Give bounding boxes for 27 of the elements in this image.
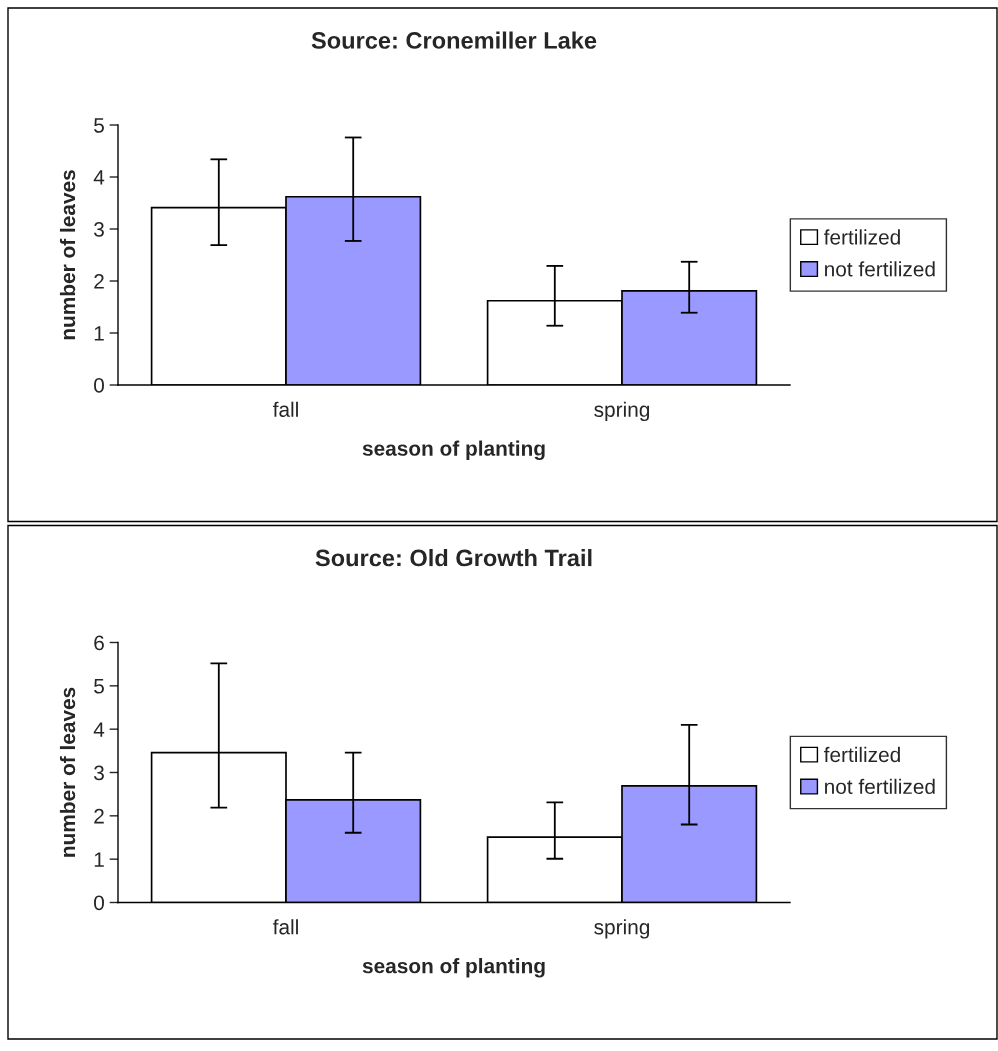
y-tick-label: 2 bbox=[94, 808, 104, 824]
y-tick-label: 1 bbox=[94, 852, 104, 867]
y-tick-label: 6 bbox=[94, 635, 104, 651]
y-tick-label: 5 bbox=[94, 118, 104, 133]
x-tick-label: spring bbox=[594, 919, 650, 939]
y-tick-label: 3 bbox=[94, 222, 104, 237]
y-axis-title: number of leaves bbox=[59, 687, 76, 857]
y-tick-label: 4 bbox=[93, 170, 105, 185]
legend-label: not fertilized bbox=[825, 261, 935, 277]
y-tick-label: 4 bbox=[93, 722, 105, 737]
x-axis-title: season of planting bbox=[362, 958, 545, 978]
legend-label: fertilized bbox=[823, 746, 900, 763]
x-tick-label: spring bbox=[594, 401, 650, 422]
x-tick-label: fall bbox=[272, 919, 298, 935]
legend-label: fertilized bbox=[823, 229, 900, 245]
y-tick-label: 1 bbox=[94, 326, 104, 341]
chart-title: Source: Cronemiller Lake bbox=[311, 31, 597, 49]
y-axis-title: number of leaves bbox=[59, 170, 76, 340]
y-tick-label: 0 bbox=[94, 895, 104, 911]
legend-label: not fertilized bbox=[825, 778, 935, 795]
x-tick-label: fall bbox=[272, 401, 298, 417]
x-axis-title: season of planting bbox=[362, 440, 545, 461]
y-tick-label: 2 bbox=[94, 274, 104, 289]
y-tick-label: 0 bbox=[94, 378, 104, 393]
y-tick-label: 5 bbox=[94, 679, 104, 694]
chart-title: Source: Old Growth Trail bbox=[315, 549, 592, 567]
y-tick-label: 3 bbox=[94, 765, 104, 781]
